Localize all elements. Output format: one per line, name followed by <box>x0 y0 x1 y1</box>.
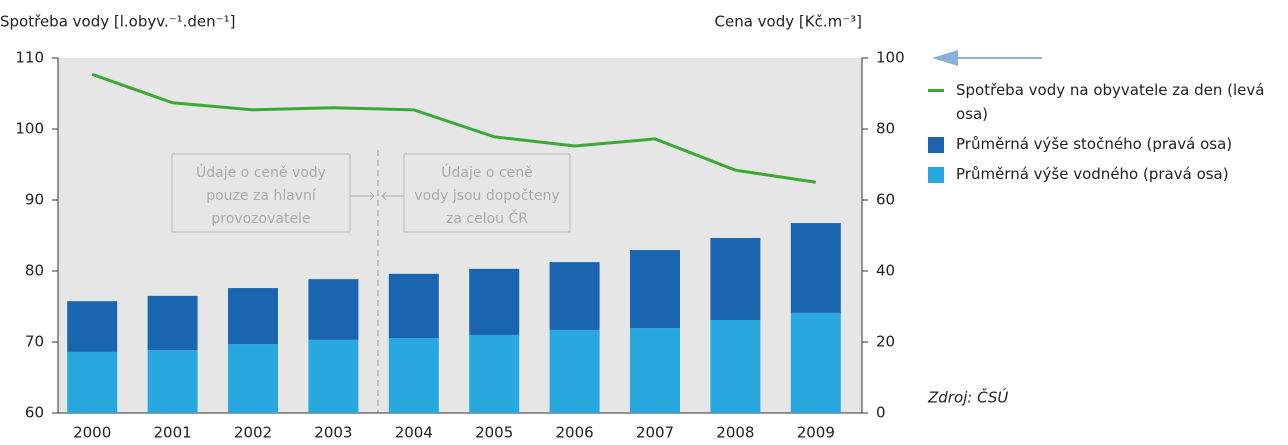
y-tick-label: 110 <box>15 49 44 67</box>
annotation-box <box>171 153 351 233</box>
x-tick-label: 2007 <box>636 424 674 442</box>
bar <box>308 279 359 340</box>
y2-tick-label: 80 <box>876 120 895 138</box>
source: Zdroj: ČSÚ <box>927 388 1008 407</box>
bar <box>67 301 118 352</box>
bar <box>147 350 198 413</box>
y-tick-label: 90 <box>25 191 44 209</box>
y2-axis-title: Cena vody [Kč.m⁻³] <box>715 13 863 31</box>
x-tick-label: 2002 <box>234 424 272 442</box>
bar <box>469 334 520 413</box>
legend-item: Průměrná výše stočného (pravá osa) <box>928 132 1283 156</box>
legend-swatch <box>928 89 944 92</box>
x-tick-label: 2004 <box>395 424 433 442</box>
annotation-arrows <box>350 191 404 201</box>
annotation: Údaje o ceně vody <box>196 163 326 181</box>
y2-tick-label: 0 <box>876 404 886 422</box>
bar <box>630 250 680 329</box>
annotation: Údaje o ceně <box>441 163 532 181</box>
line <box>91 72 817 184</box>
bar <box>710 319 761 413</box>
x-tick-label: 2003 <box>314 424 352 442</box>
legend-item: Spotřeba vody na obyvatele za den (levá … <box>928 78 1276 126</box>
annotation-box <box>403 153 571 233</box>
legend-label: Průměrná výše stočného (pravá osa) <box>956 135 1233 153</box>
legend-swatch <box>928 167 944 183</box>
y-tick-label: 80 <box>25 262 44 280</box>
x-tick-label: 2006 <box>556 424 594 442</box>
legend-label: Průměrná výše vodného (pravá osa) <box>956 165 1229 183</box>
x-tick-label: 2001 <box>154 424 192 442</box>
x-tick-label: 2000 <box>73 424 111 442</box>
bar <box>228 344 278 413</box>
x-tick-label: 2009 <box>797 424 835 442</box>
y2-tick-label: 20 <box>876 333 895 351</box>
bar <box>469 268 520 335</box>
bar <box>549 262 600 330</box>
legend-label: Spotřeba vody na obyvatele za den (levá … <box>956 81 1265 123</box>
annotation: pouze za hlavní <box>206 188 317 204</box>
y-axis-title: Spotřeba vody [l.obyv.⁻¹.den⁻¹] <box>0 13 235 31</box>
x-tick-label: 2005 <box>475 424 513 442</box>
x-tick-label: 2008 <box>716 424 754 442</box>
bar <box>308 339 359 413</box>
annotation: provozovatele <box>211 211 310 227</box>
arrow <box>932 50 1042 66</box>
bar <box>549 329 600 413</box>
bar <box>388 338 439 413</box>
bar <box>790 223 841 313</box>
y2-tick-label: 100 <box>876 49 905 67</box>
legend: Spotřeba vody na obyvatele za den (levá … <box>928 78 1283 192</box>
bar <box>147 295 198 351</box>
bar <box>388 273 439 339</box>
legend-swatch <box>928 137 944 153</box>
bar <box>228 288 278 345</box>
bar <box>630 328 680 413</box>
y-tick-label: 100 <box>15 120 44 138</box>
annotation: vody jsou dopočteny <box>414 188 559 204</box>
y-tick-label: 70 <box>25 333 44 351</box>
y2-tick-label: 60 <box>876 191 895 209</box>
legend-item: Průměrná výše vodného (pravá osa) <box>928 162 1283 186</box>
bar <box>67 351 118 413</box>
annotation: za celou ČR <box>446 209 528 227</box>
y-tick-label: 60 <box>25 404 44 422</box>
bar <box>710 237 761 320</box>
y2-tick-label: 40 <box>876 262 895 280</box>
bar <box>790 312 841 413</box>
